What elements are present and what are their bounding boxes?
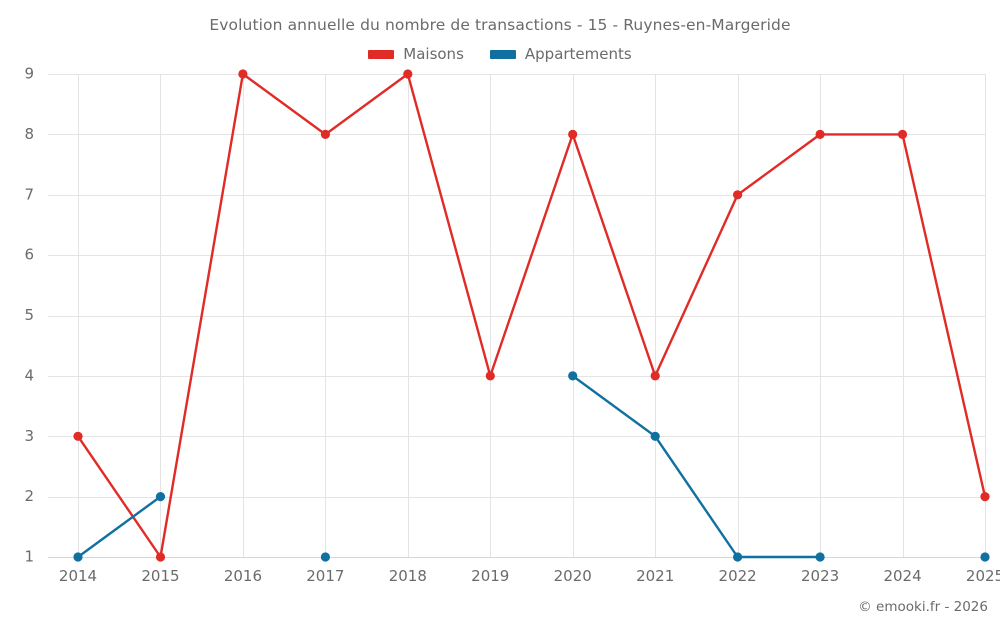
data-point-maisons-2018[interactable]	[403, 69, 413, 79]
data-point-appartements-2025[interactable]	[980, 552, 990, 562]
x-tick-label: 2023	[801, 567, 839, 585]
x-tick-label: 2022	[719, 567, 757, 585]
y-tick-label: 7	[24, 185, 34, 203]
data-point-maisons-2023[interactable]	[815, 129, 825, 139]
data-point-appartements-2023[interactable]	[815, 552, 825, 562]
legend-swatch-appartements-icon	[489, 49, 516, 59]
data-point-maisons-2017[interactable]	[320, 129, 330, 139]
series-line-appartements	[76, 495, 162, 559]
data-point-appartements-2015[interactable]	[155, 492, 166, 502]
series-line-appartements	[571, 374, 822, 559]
gridlines-group	[48, 74, 986, 558]
legend-item-maisons[interactable]: Maisons	[368, 45, 464, 63]
x-axis-tick-labels: 2014 2015 2016 2017 2018 2019 2020 2021 2022 2023…	[59, 567, 1000, 585]
data-point-appartements-2014[interactable]	[73, 552, 83, 562]
legend-label-appartements: Appartements	[524, 45, 632, 63]
data-point-maisons-2020[interactable]	[568, 129, 578, 139]
data-point-maisons-2024[interactable]	[897, 129, 908, 139]
y-axis-tick-labels: 1 2 3 4 5 6 7 8 9	[24, 65, 34, 566]
data-point-maisons-2021[interactable]	[650, 371, 660, 381]
data-point-maisons-2022[interactable]	[733, 190, 743, 200]
x-tick-label: 2024	[883, 567, 921, 585]
y-tick-label: 2	[24, 487, 34, 505]
legend-swatch-maisons-icon	[368, 49, 395, 59]
y-tick-label: 9	[24, 65, 34, 83]
x-tick-label: 2018	[389, 567, 427, 585]
y-tick-label: 6	[24, 246, 34, 264]
x-tick-label: 2016	[224, 567, 262, 585]
chart-credit: © emooki.fr - 2026	[858, 599, 988, 615]
data-point-appartements-2017[interactable]	[320, 552, 330, 562]
data-point-appartements-2022[interactable]	[733, 552, 743, 562]
x-tick-label: 2021	[636, 567, 674, 585]
series-line-maisons	[76, 72, 987, 559]
data-point-maisons-2015[interactable]	[155, 552, 166, 562]
data-point-appartements-2021[interactable]	[650, 431, 660, 441]
y-tick-label: 3	[24, 427, 34, 445]
y-tick-label: 1	[24, 548, 34, 566]
y-tick-label: 4	[24, 366, 34, 384]
legend-label-maisons: Maisons	[403, 45, 464, 63]
data-series-group	[73, 69, 990, 562]
chart-legend: Maisons Appartements	[0, 45, 1000, 63]
data-point-appartements-2020[interactable]	[568, 371, 578, 381]
y-tick-label: 8	[24, 125, 34, 143]
data-point-maisons-2016[interactable]	[238, 69, 248, 79]
data-point-maisons-2019[interactable]	[485, 371, 495, 381]
x-tick-label: 2025	[966, 567, 1000, 585]
chart-title: Evolution annuelle du nombre de transact…	[209, 16, 791, 34]
legend-item-appartements[interactable]: Appartements	[489, 45, 632, 63]
x-tick-label: 2015	[141, 567, 179, 585]
x-tick-label: 2017	[306, 567, 344, 585]
data-point-maisons-2025[interactable]	[980, 492, 990, 502]
x-tick-label: 2019	[471, 567, 509, 585]
y-tick-label: 5	[24, 306, 34, 324]
x-tick-label: 2020	[554, 567, 592, 585]
data-point-maisons-2014[interactable]	[73, 431, 83, 441]
x-tick-label: 2014	[59, 567, 97, 585]
